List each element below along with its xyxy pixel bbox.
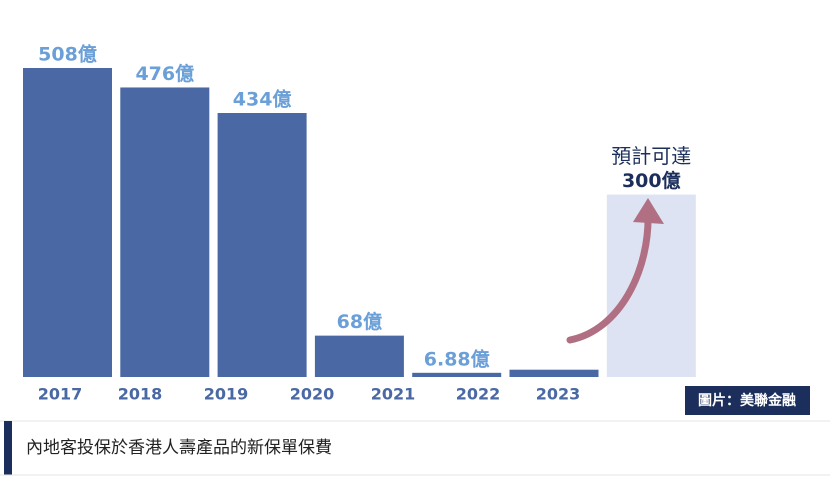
value-label: 508億 — [38, 43, 97, 66]
x-tick-label: 2019 — [204, 385, 249, 404]
value-label: 476億 — [135, 62, 194, 85]
image-credit: 圖片：美聯金融 — [698, 392, 796, 409]
x-tick-label: 2022 — [456, 385, 501, 404]
arrow-head — [633, 198, 664, 224]
bar — [120, 87, 210, 377]
value-label: 6.88億 — [424, 347, 490, 370]
projection-arrow — [566, 208, 652, 344]
bar — [217, 113, 307, 377]
value-label: 300億 — [622, 169, 681, 192]
bar — [509, 369, 599, 377]
x-tick-label: 2020 — [290, 385, 335, 404]
x-tick-label: 2023 — [536, 385, 581, 404]
value-label: 434億 — [233, 88, 292, 111]
x-tick-label: 2018 — [118, 385, 163, 404]
caption-accent — [4, 421, 12, 475]
x-tick-label: 2017 — [38, 385, 83, 404]
annotation: 預計可達 — [611, 144, 691, 168]
bar — [23, 68, 112, 377]
credit-badge — [685, 386, 810, 415]
x-tick-label: 2021 — [371, 385, 416, 404]
value-label: 68億 — [337, 310, 382, 333]
caption: 內地客投保於香港人壽產品的新保單保費 — [26, 438, 332, 458]
bar — [412, 372, 502, 377]
bar — [314, 335, 404, 377]
